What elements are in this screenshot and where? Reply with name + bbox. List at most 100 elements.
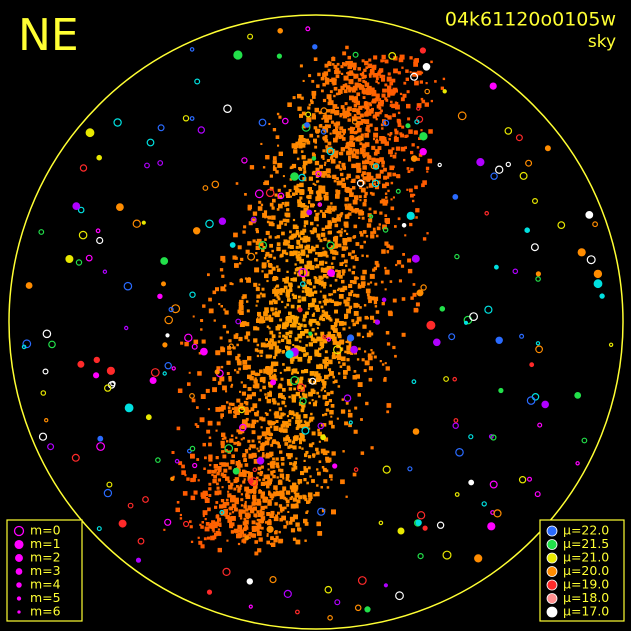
- star: [180, 341, 184, 345]
- star: [260, 481, 265, 486]
- star: [312, 338, 318, 344]
- star: [242, 437, 245, 440]
- star: [436, 521, 445, 529]
- star: [264, 412, 267, 415]
- star: [278, 115, 282, 119]
- star: [374, 319, 381, 325]
- star: [312, 182, 315, 185]
- star: [346, 350, 351, 355]
- star: [295, 245, 299, 249]
- star: [400, 264, 405, 268]
- star: [255, 241, 260, 245]
- star: [192, 474, 197, 478]
- star: [355, 108, 359, 112]
- star: [420, 284, 427, 291]
- star: [307, 194, 312, 200]
- star: [384, 241, 389, 246]
- star: [415, 216, 418, 219]
- star: [387, 172, 392, 177]
- star: [289, 250, 293, 254]
- star: [534, 491, 541, 498]
- star: [155, 457, 161, 463]
- star: [303, 170, 307, 174]
- star: [315, 491, 320, 497]
- star: [356, 316, 362, 322]
- star: [260, 515, 263, 518]
- star: [504, 127, 513, 135]
- star: [344, 203, 348, 207]
- star: [337, 270, 341, 274]
- star: [197, 479, 200, 482]
- star: [360, 84, 363, 87]
- star: [211, 180, 220, 189]
- star: [261, 270, 264, 273]
- star: [298, 144, 303, 149]
- star: [255, 228, 259, 232]
- star: [364, 80, 367, 84]
- star: [524, 227, 531, 234]
- star: [312, 318, 317, 323]
- star: [231, 402, 235, 406]
- star: [323, 285, 326, 289]
- star: [267, 499, 272, 504]
- star: [257, 512, 262, 517]
- star: [331, 424, 335, 429]
- star: [256, 286, 259, 290]
- star: [293, 387, 296, 391]
- star: [387, 189, 390, 193]
- brightness-label: μ=19.0: [563, 577, 609, 592]
- star: [324, 135, 328, 138]
- star: [309, 377, 317, 385]
- star: [241, 539, 245, 543]
- star: [322, 212, 326, 216]
- star: [318, 281, 323, 286]
- star: [409, 71, 412, 74]
- star: [296, 305, 301, 310]
- star: [260, 494, 265, 499]
- star: [415, 519, 422, 526]
- star: [176, 426, 181, 431]
- star: [242, 455, 245, 458]
- star: [375, 80, 378, 83]
- star: [311, 156, 317, 161]
- star: [263, 311, 268, 317]
- star: [238, 406, 246, 414]
- star: [387, 90, 392, 95]
- star: [278, 151, 283, 156]
- star: [249, 165, 255, 170]
- star: [77, 360, 85, 368]
- magnitude-label: m=0: [30, 523, 61, 538]
- star: [388, 311, 393, 317]
- star: [258, 522, 261, 525]
- star: [326, 450, 330, 454]
- star: [258, 537, 263, 542]
- star: [236, 398, 241, 403]
- star: [356, 110, 361, 115]
- star: [312, 95, 316, 99]
- star: [286, 379, 292, 384]
- star: [197, 126, 205, 134]
- star: [360, 275, 366, 281]
- star: [242, 230, 246, 234]
- star: [383, 167, 387, 172]
- star: [378, 98, 382, 101]
- star: [268, 314, 272, 318]
- star: [297, 325, 302, 330]
- star: [361, 143, 367, 148]
- star: [318, 300, 322, 304]
- star: [330, 262, 334, 265]
- star: [401, 125, 405, 129]
- star: [220, 305, 223, 308]
- star: [347, 203, 352, 208]
- star: [285, 252, 289, 256]
- star: [396, 260, 402, 265]
- star: [228, 378, 232, 382]
- star: [364, 60, 369, 66]
- star: [220, 413, 224, 417]
- star: [321, 466, 325, 469]
- star: [306, 500, 310, 504]
- star: [295, 192, 298, 195]
- star: [85, 128, 95, 138]
- star: [290, 495, 294, 499]
- star: [259, 416, 263, 421]
